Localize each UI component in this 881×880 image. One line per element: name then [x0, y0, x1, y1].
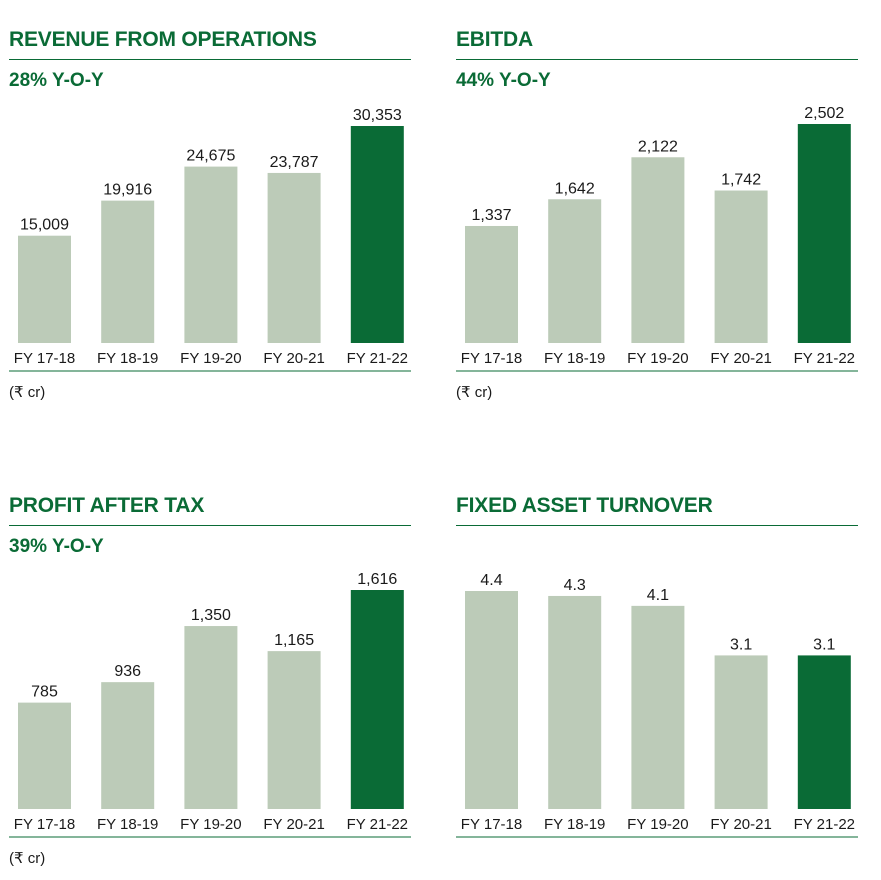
fixed-asset-turnover-bar-chart: 4.4 FY 17-18 4.3 FY 18-19 4.1 FY 19-20 3.1 FY 2… — [456, 572, 858, 838]
ebitda-panel: EBITDA 44% Y-O-Y 1,337 FY 17-18 1,642 FY 18… — [456, 28, 858, 408]
title-divider — [9, 525, 411, 526]
data-label: 2,122 — [638, 138, 678, 155]
category-tick-label: FY 19-20 — [180, 350, 241, 367]
unit-label: (₹ cr) — [9, 384, 46, 401]
bar-fy-21-22 — [350, 126, 404, 343]
bar-fy-21-22 — [797, 655, 851, 809]
category-tick-label: FY 18-19 — [544, 816, 605, 833]
unit-label: (₹ cr) — [456, 384, 493, 401]
category-tick-label: FY 21-22 — [794, 350, 855, 367]
revenue-panel: REVENUE FROM OPERATIONS 28% Y-O-Y 15,009… — [9, 28, 411, 408]
data-label: 3.1 — [730, 636, 752, 653]
data-label: 1,642 — [555, 180, 595, 197]
bar-fy-19-20 — [631, 157, 685, 343]
panel-subtitle: 39% Y-O-Y — [9, 536, 104, 557]
data-label: 1,350 — [191, 607, 231, 624]
bar-fy-18-19 — [101, 682, 155, 809]
bar-fy-17-18 — [18, 235, 71, 343]
ebitda-bar-chart: 1,337 FY 17-18 1,642 FY 18-19 2,122 FY 19-20 1… — [456, 105, 858, 372]
bar-fy-20-21 — [267, 651, 321, 809]
bar-fy-21-22 — [797, 124, 851, 343]
data-label: 785 — [31, 684, 58, 701]
bar-fy-19-20 — [631, 605, 685, 809]
fixed-asset-turnover-panel: FIXED ASSET TURNOVER 4.4 FY 17-18 4.3 FY 18… — [456, 494, 858, 874]
category-tick-label: FY 20-21 — [710, 816, 771, 833]
category-tick-label: FY 19-20 — [180, 816, 241, 833]
bar-fy-19-20 — [184, 626, 238, 809]
bar-fy-19-20 — [184, 166, 238, 343]
category-tick-label: FY 17-18 — [14, 350, 75, 367]
data-label: 19,916 — [103, 182, 152, 199]
data-label: 1,337 — [471, 207, 511, 224]
data-label: 30,353 — [353, 107, 402, 124]
data-label: 1,165 — [274, 632, 314, 649]
category-tick-label: FY 17-18 — [461, 350, 522, 367]
panel-title: PROFIT AFTER TAX — [9, 494, 205, 517]
bar-fy-20-21 — [714, 190, 768, 343]
category-tick-label: FY 20-21 — [263, 816, 324, 833]
panel-title: FIXED ASSET TURNOVER — [456, 494, 713, 517]
panel-subtitle: 28% Y-O-Y — [9, 70, 104, 91]
category-tick-label: FY 21-22 — [794, 816, 855, 833]
category-tick-label: FY 19-20 — [627, 350, 688, 367]
data-label: 15,009 — [20, 217, 69, 234]
category-tick-label: FY 17-18 — [14, 816, 75, 833]
bar-fy-20-21 — [267, 172, 321, 343]
category-tick-label: FY 17-18 — [461, 816, 522, 833]
data-label: 4.1 — [647, 587, 669, 604]
pat-panel: PROFIT AFTER TAX 39% Y-O-Y 785 FY 17-18 93… — [9, 494, 411, 874]
data-label: 2,502 — [804, 105, 844, 122]
panel-title: EBITDA — [456, 28, 533, 51]
category-tick-label: FY 20-21 — [710, 350, 771, 367]
bar-fy-18-19 — [101, 200, 155, 343]
title-divider — [456, 59, 858, 60]
category-tick-label: FY 21-22 — [347, 816, 408, 833]
bar-fy-17-18 — [465, 225, 518, 343]
category-tick-label: FY 18-19 — [97, 350, 158, 367]
bar-fy-20-21 — [714, 655, 768, 809]
bar-fy-18-19 — [548, 199, 602, 343]
bar-fy-17-18 — [465, 591, 518, 809]
category-tick-label: FY 20-21 — [263, 350, 324, 367]
category-tick-label: FY 18-19 — [97, 816, 158, 833]
panel-subtitle: 44% Y-O-Y — [456, 70, 551, 91]
panel-title: REVENUE FROM OPERATIONS — [9, 28, 317, 51]
pat-bar-chart: 785 FY 17-18 936 FY 18-19 1,350 FY 19-20 1,165… — [9, 571, 411, 838]
data-label: 24,675 — [186, 148, 235, 165]
data-label: 1,742 — [721, 172, 761, 189]
bar-fy-18-19 — [548, 595, 602, 809]
category-tick-label: FY 19-20 — [627, 816, 688, 833]
data-label: 4.4 — [480, 572, 502, 589]
title-divider — [9, 59, 411, 60]
bar-fy-17-18 — [18, 702, 71, 809]
unit-label: (₹ cr) — [9, 850, 46, 867]
title-divider — [456, 525, 858, 526]
data-label: 3.1 — [813, 636, 835, 653]
revenue-bar-chart: 15,009 FY 17-18 19,916 FY 18-19 24,675 FY 19-… — [9, 107, 411, 372]
bar-fy-21-22 — [350, 590, 404, 809]
category-tick-label: FY 21-22 — [347, 350, 408, 367]
data-label: 1,616 — [357, 571, 397, 588]
data-label: 4.3 — [564, 577, 586, 594]
category-tick-label: FY 18-19 — [544, 350, 605, 367]
data-label: 936 — [114, 663, 141, 680]
data-label: 23,787 — [270, 154, 319, 171]
